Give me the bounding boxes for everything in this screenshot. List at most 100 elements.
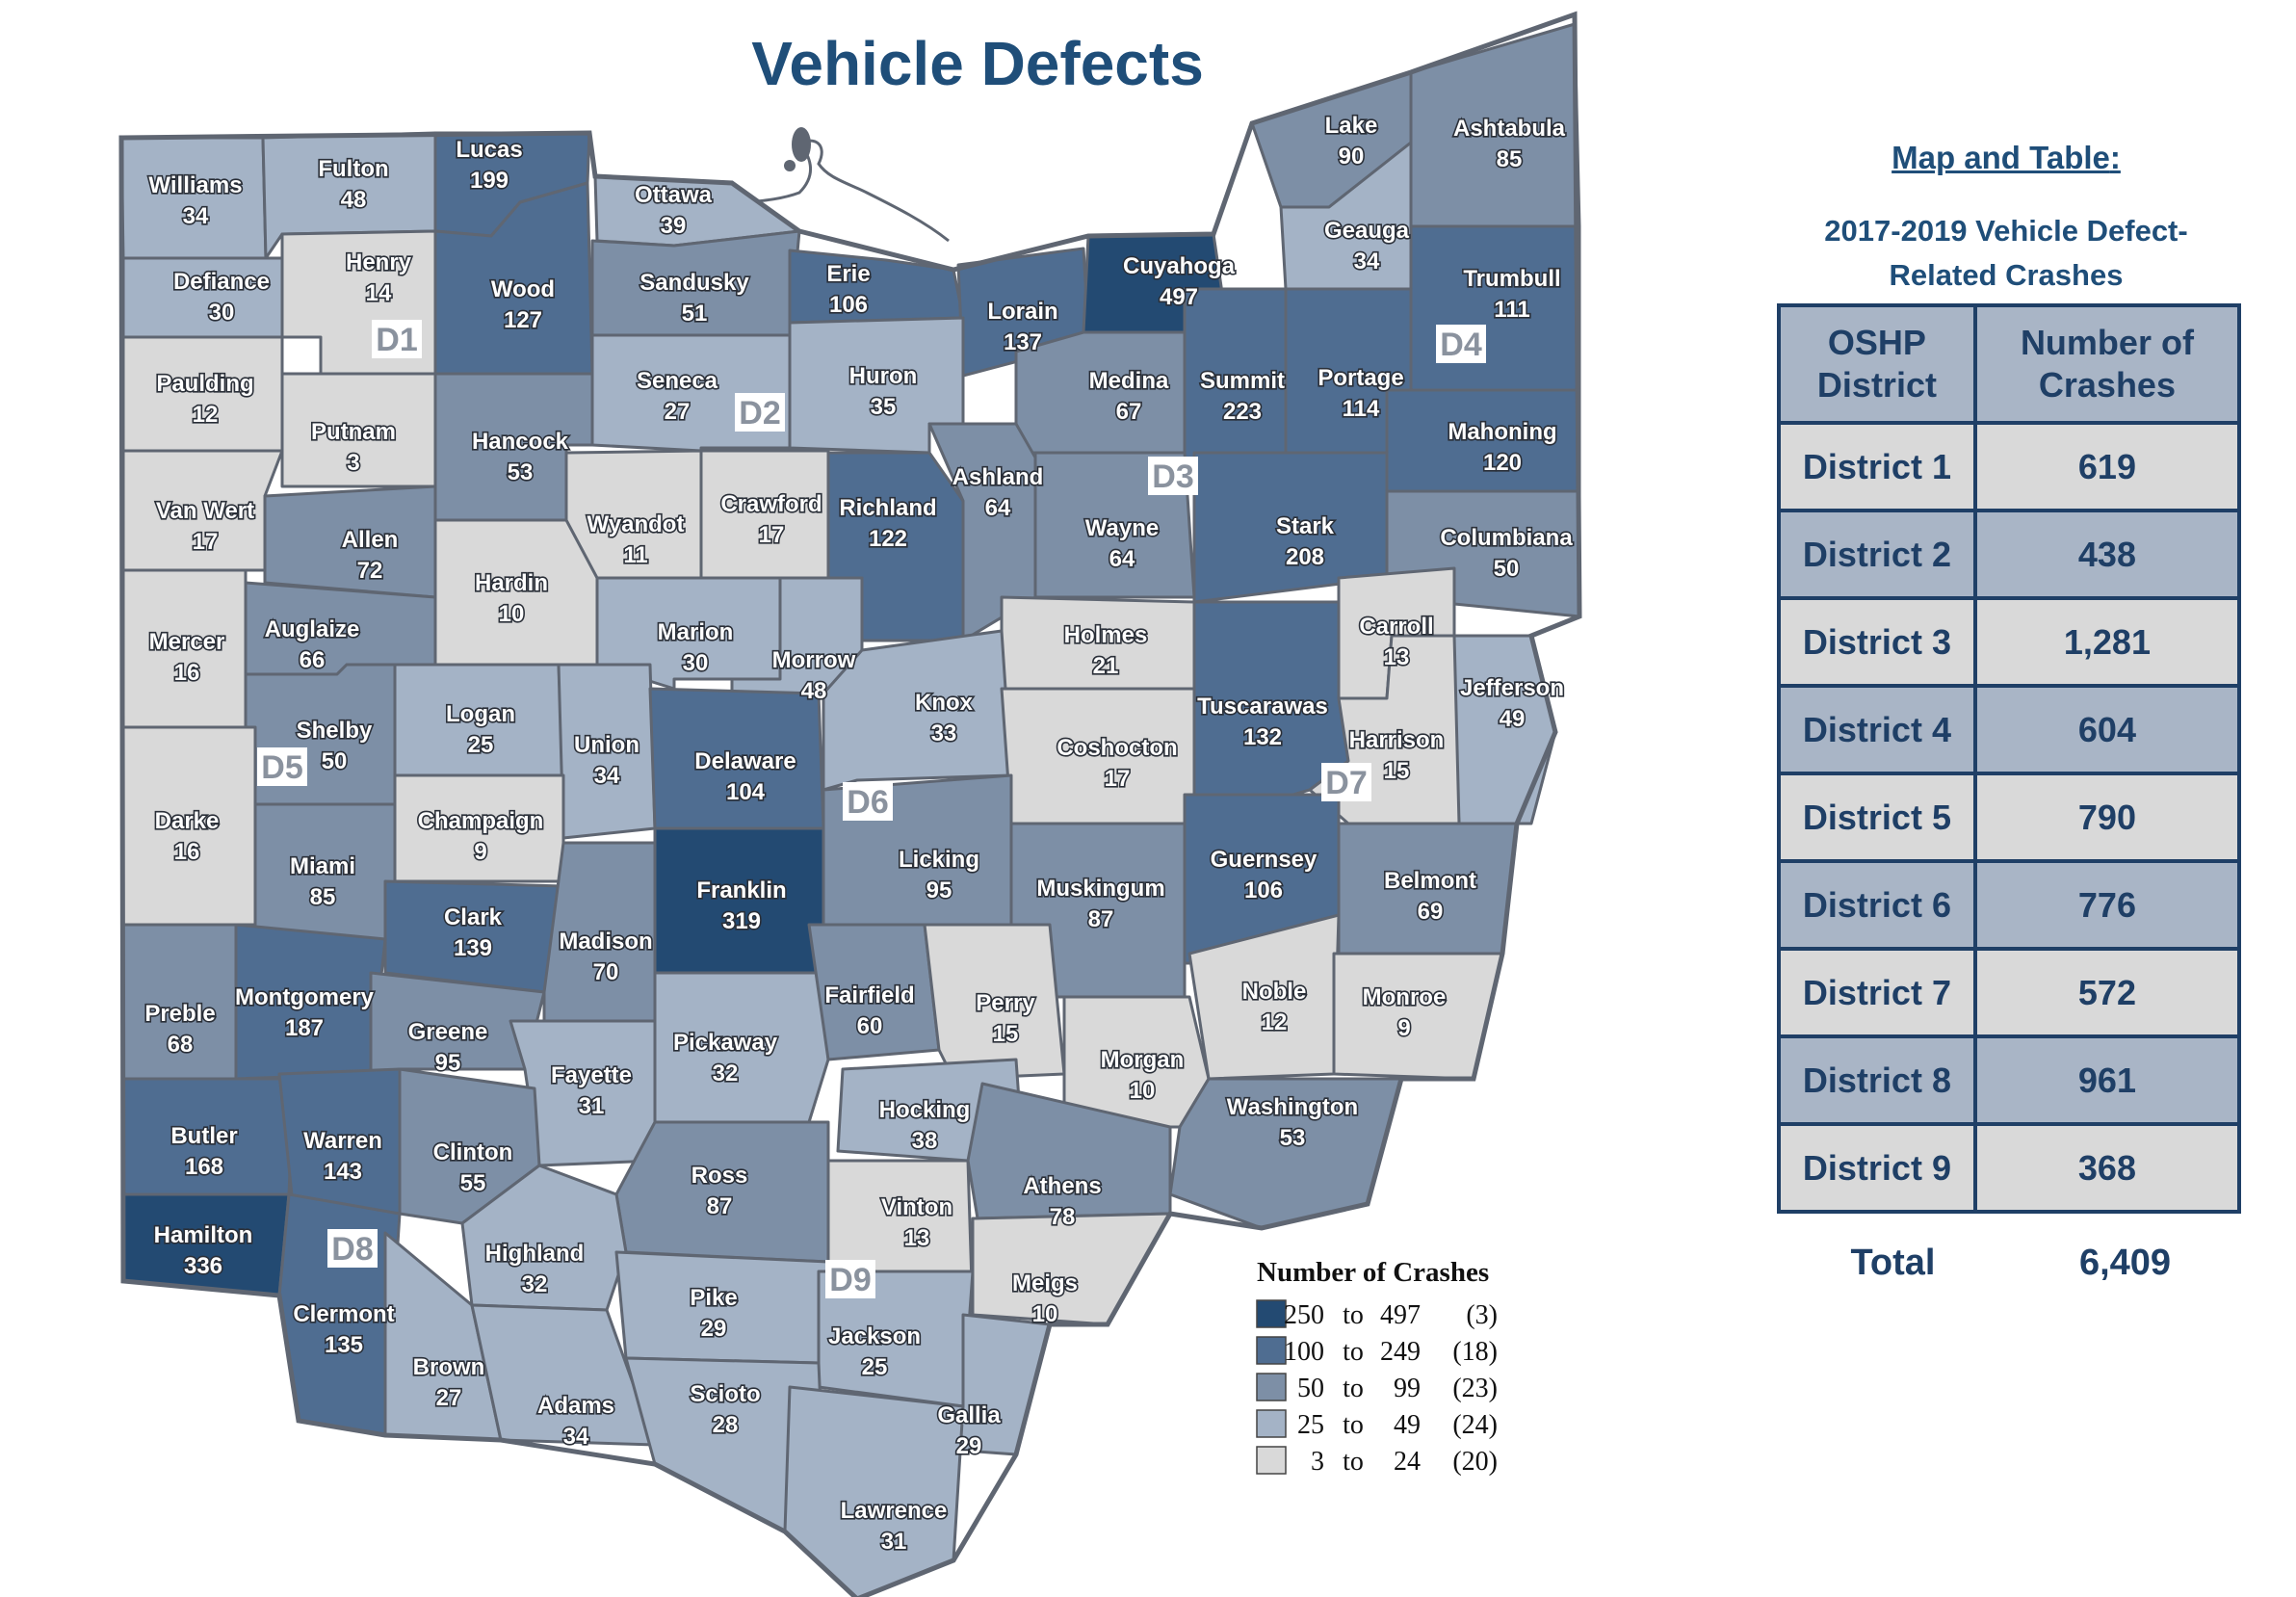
district-tag-box <box>1321 763 1371 801</box>
county-value-label: 143 <box>324 1159 362 1185</box>
county-value-label: 32 <box>522 1271 548 1297</box>
district-tags: D1 D2 D3 D4 D5 D6 D7 D8 D9 <box>257 320 1486 1298</box>
county-name-label: Lucas <box>456 137 522 163</box>
crashes-cell: 790 <box>1972 772 2242 863</box>
county-name-label: Muskingum <box>1036 876 1164 902</box>
county-value-label: 50 <box>322 748 348 774</box>
county-value-label: 38 <box>912 1128 938 1154</box>
county-name-label: Hamilton <box>154 1222 253 1248</box>
county-value-label: 15 <box>993 1021 1019 1047</box>
county-value-label: 30 <box>683 650 709 676</box>
county-value-label: 48 <box>341 187 367 213</box>
table-row: District 9 368 <box>1777 1122 2242 1214</box>
county-value-label: 319 <box>722 908 761 934</box>
county-value-label: 34 <box>594 763 620 789</box>
county-name-label: Darke <box>155 808 220 834</box>
county-name-label: Logan <box>446 701 515 727</box>
county-name-label: Hardin <box>475 570 548 596</box>
district-tag-label: D7 <box>1325 765 1367 801</box>
county-name-label: Fulton <box>318 156 388 182</box>
district-tag: D1 <box>372 320 422 358</box>
legend-count: (18) <box>1452 1337 1498 1367</box>
county-value-label: 21 <box>1093 653 1119 679</box>
county-value-label: 14 <box>366 280 392 306</box>
county-name-label: Ashland <box>952 464 1044 490</box>
county-value-label: 34 <box>563 1424 589 1450</box>
county-name-label: Guernsey <box>1211 847 1318 873</box>
table-row: District 2 438 <box>1777 509 2242 600</box>
county-name-label: Holmes <box>1064 622 1148 648</box>
county-name-label: Williams <box>148 172 242 198</box>
county-name-label: Noble <box>1242 979 1307 1005</box>
county-value-label: 15 <box>1384 758 1410 784</box>
county-name-label: Delaware <box>694 748 796 774</box>
crashes-cell: 961 <box>1972 1034 2242 1126</box>
legend-swatch <box>1256 1299 1287 1328</box>
county-name-label: Columbiana <box>1440 525 1573 551</box>
county-name-label: Franklin <box>696 877 786 903</box>
county-value-label: 10 <box>1032 1301 1058 1327</box>
district-tag: D9 <box>825 1260 875 1298</box>
county-name-label: Mahoning <box>1448 419 1556 445</box>
county-value-label: 13 <box>904 1225 930 1251</box>
table-row: District 5 790 <box>1777 772 2242 863</box>
county-name-label: Allen <box>342 527 399 553</box>
legend-title: Number of Crashes <box>1257 1257 1489 1288</box>
panel-heading-colon: : <box>2109 140 2121 175</box>
legend-count: (3) <box>1466 1300 1498 1330</box>
county-value-label: 27 <box>436 1385 462 1411</box>
county-name-label: Hancock <box>472 429 569 455</box>
legend-swatch <box>1256 1409 1287 1438</box>
panel-heading-text: Map and Table <box>1892 140 2110 175</box>
county-name-label: Richland <box>839 495 936 521</box>
county-name-label: Washington <box>1227 1094 1358 1120</box>
county-name-label: Wayne <box>1085 515 1159 541</box>
county-value-label: 35 <box>871 394 897 420</box>
county-name-label: Sandusky <box>639 270 749 296</box>
county-name-label: Ottawa <box>635 182 713 208</box>
legend-to: 24 <box>1394 1447 1421 1477</box>
county-value-label: 25 <box>862 1354 888 1380</box>
county-value-label: 187 <box>285 1015 324 1041</box>
district-cell: District 9 <box>1777 1122 1977 1214</box>
county-name-label: Lawrence <box>841 1498 948 1524</box>
district-tag-label: D2 <box>739 395 780 432</box>
county-name-label: Perry <box>976 990 1035 1016</box>
district-tag-box <box>1148 457 1198 495</box>
legend-swatch <box>1256 1446 1287 1475</box>
county-value-label: 132 <box>1243 724 1282 750</box>
county-name-label: Erie <box>826 261 870 287</box>
legend-to: 249 <box>1380 1337 1421 1367</box>
county-name-label: Wood <box>491 276 555 302</box>
county-value-label: 66 <box>300 647 326 673</box>
legend-to-word: to <box>1343 1337 1364 1367</box>
district-tag-label: D1 <box>376 322 417 358</box>
county-greene <box>369 971 546 1076</box>
county-name-label: Clark <box>444 904 503 930</box>
state-outline <box>118 11 1582 1597</box>
county-value-label: 17 <box>193 529 219 555</box>
county-value-label: 51 <box>682 301 708 327</box>
county-value-label: 48 <box>801 678 827 704</box>
district-tag: D4 <box>1436 325 1486 363</box>
county-name-label: Jefferson <box>1460 675 1564 701</box>
county-name-label: Montgomery <box>235 984 375 1010</box>
lake-erie-shoreline <box>673 127 950 243</box>
county-name-label: Seneca <box>637 368 718 394</box>
county-value-label: 78 <box>1050 1204 1076 1230</box>
county-value-label: 53 <box>1280 1125 1306 1151</box>
county-value-label: 69 <box>1418 899 1444 925</box>
county-name-label: Marion <box>658 619 734 645</box>
county-name-label: Harrison <box>1349 727 1445 753</box>
county-fayette <box>509 1019 657 1167</box>
district-cell: District 8 <box>1777 1034 1977 1126</box>
legend-count: (20) <box>1452 1447 1498 1477</box>
district-table: OSHP District Number of Crashes District… <box>1777 303 2242 1214</box>
crashes-cell: 776 <box>1972 859 2242 951</box>
legend-from: 25 <box>1297 1410 1324 1440</box>
county-name-label: Athens <box>1023 1173 1101 1199</box>
county-value-label: 12 <box>1262 1009 1288 1035</box>
county-name-label: Pickaway <box>673 1030 778 1056</box>
county-layer <box>118 11 1582 1597</box>
county-name-label: Tuscarawas <box>1197 694 1328 720</box>
